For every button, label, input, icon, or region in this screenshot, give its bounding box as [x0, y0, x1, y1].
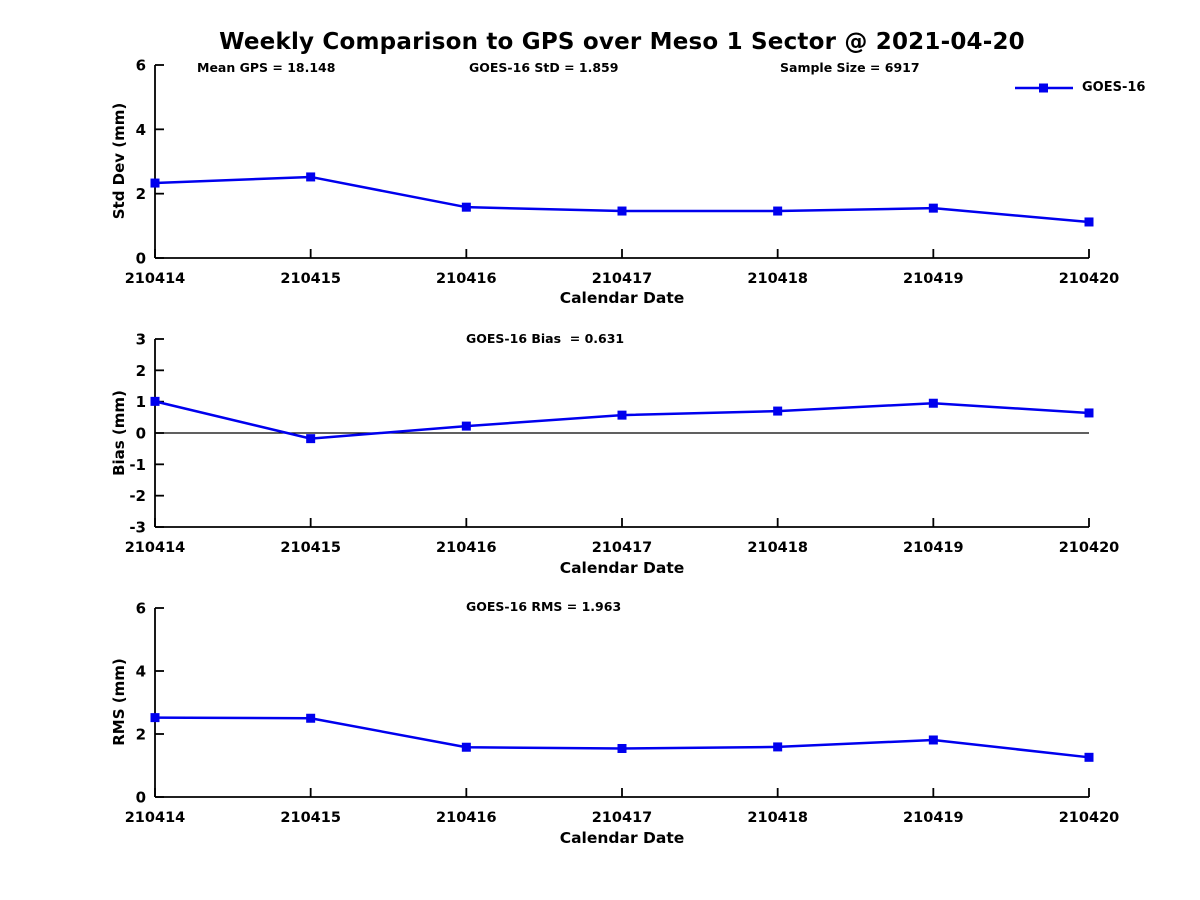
svg-text:210414: 210414 [125, 810, 186, 826]
xlabel-std-dev: Calendar Date [559, 289, 685, 307]
figure-title: Weekly Comparison to GPS over Meso 1 Sec… [219, 29, 1025, 55]
svg-text:210420: 210420 [1059, 271, 1120, 287]
svg-text:210420: 210420 [1059, 540, 1120, 556]
svg-text:210418: 210418 [747, 810, 808, 826]
svg-text:2: 2 [136, 726, 146, 744]
svg-text:210415: 210415 [280, 810, 341, 826]
legend-line-marker-icon [1015, 83, 1073, 92]
annotation-goes16-bias: GOES-16 Bias = 0.631 [466, 331, 625, 346]
annotation-sample-size: Sample Size = 6917 [780, 60, 920, 75]
svg-text:-3: -3 [129, 519, 146, 537]
svg-text:210414: 210414 [125, 540, 186, 556]
annotation-mean-gps: Mean GPS = 18.148 [197, 60, 336, 75]
svg-text:210418: 210418 [747, 540, 808, 556]
xlabel-rms: Calendar Date [559, 829, 685, 847]
rms-plot: 0 2 4 6 210414 210415 210416 210417 210418 210419… [125, 600, 1120, 827]
svg-text:210419: 210419 [903, 271, 964, 287]
annotation-goes16-std: GOES-16 StD = 1.859 [469, 60, 619, 75]
legend-label-goes16: GOES-16 [1082, 80, 1146, 95]
svg-text:210419: 210419 [903, 540, 964, 556]
svg-text:210415: 210415 [280, 271, 341, 287]
svg-text:4: 4 [136, 663, 146, 681]
svg-text:2: 2 [136, 185, 146, 203]
svg-text:-1: -1 [129, 456, 146, 474]
bias-plot: -3 -2 -1 0 1 2 3 210414 210415 210416 210417 210418… [125, 331, 1120, 557]
svg-text:-2: -2 [129, 487, 146, 505]
svg-text:210415: 210415 [280, 540, 341, 556]
std-dev-plot: 0 2 4 6 210414 210415 210416 210417 210418 210419… [125, 57, 1120, 288]
svg-text:0: 0 [136, 425, 146, 443]
svg-text:4: 4 [136, 121, 146, 139]
svg-text:210416: 210416 [436, 271, 497, 287]
svg-text:0: 0 [136, 250, 146, 268]
svg-text:210418: 210418 [747, 271, 808, 287]
svg-text:0: 0 [136, 789, 146, 807]
svg-text:210419: 210419 [903, 810, 964, 826]
legend: GOES-16 [1014, 80, 1145, 95]
svg-text:6: 6 [136, 600, 146, 618]
svg-text:210417: 210417 [592, 271, 653, 287]
svg-text:2: 2 [136, 362, 146, 380]
svg-text:210420: 210420 [1059, 810, 1120, 826]
svg-text:3: 3 [136, 331, 146, 349]
svg-text:210416: 210416 [436, 540, 497, 556]
svg-text:210417: 210417 [592, 540, 653, 556]
annotation-goes16-rms: GOES-16 RMS = 1.963 [466, 599, 622, 614]
svg-text:210417: 210417 [592, 810, 653, 826]
svg-text:6: 6 [136, 57, 146, 75]
xlabel-bias: Calendar Date [559, 559, 685, 577]
svg-text:210416: 210416 [436, 810, 497, 826]
svg-text:210414: 210414 [125, 271, 186, 287]
svg-text:1: 1 [136, 393, 146, 411]
